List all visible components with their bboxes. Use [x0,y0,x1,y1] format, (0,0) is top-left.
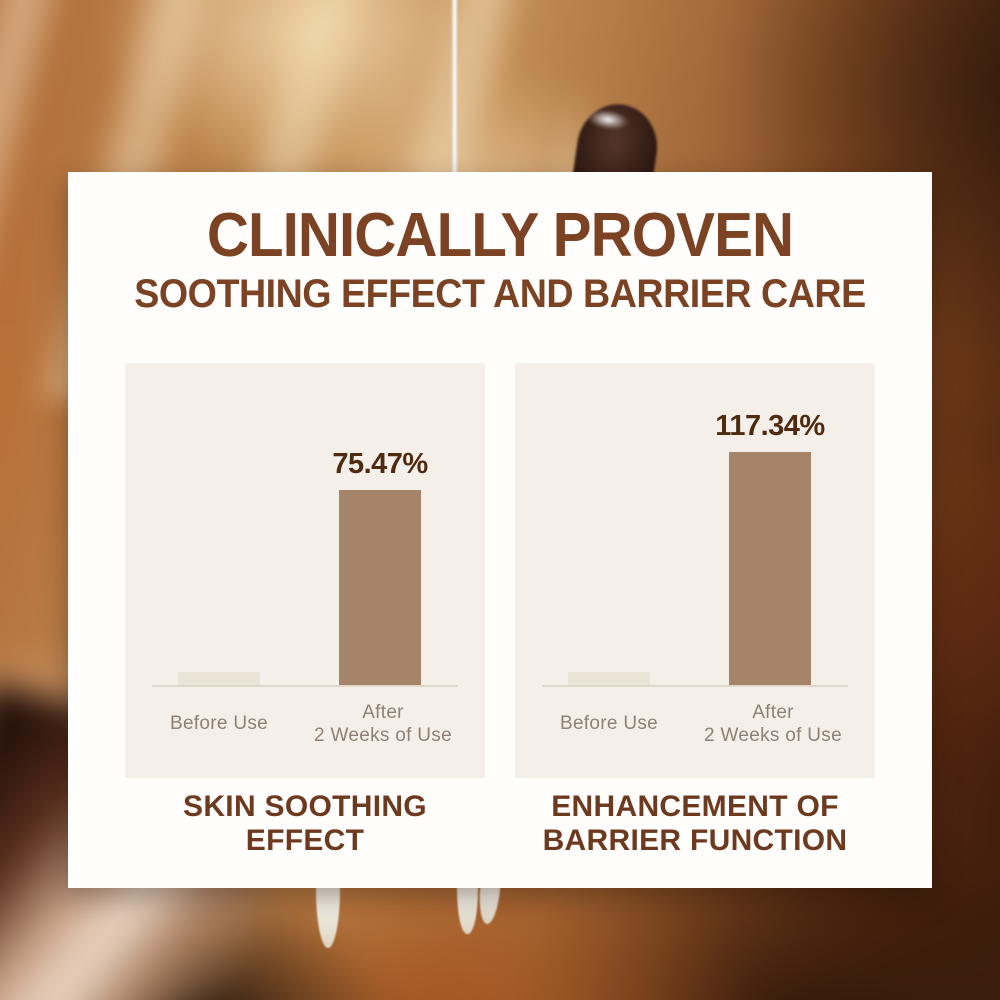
caption-line1: ENHANCEMENT OF [551,790,839,823]
category-label-after: After 2 Weeks of Use [281,697,485,751]
category-label-after: After 2 Weeks of Use [671,697,875,751]
chart-caption-barrier-function: ENHANCEMENT OF BARRIER FUNCTION [515,790,875,858]
chart-panel-skin-soothing: 75.47% Before Use After 2 Weeks of Use [125,363,485,778]
category-label-before: Before Use [169,713,269,735]
x-axis-line [152,685,458,687]
serum-stream [451,0,458,178]
page-subtitle: SOOTHING EFFECT AND BARRIER CARE [134,272,866,316]
bar-after [729,452,811,685]
value-label: 117.34% [715,410,825,442]
chart-caption-skin-soothing: SKIN SOOTHING EFFECT [125,790,485,858]
bar-before [178,672,260,685]
category-label-after-line1: After [752,701,794,723]
serum-drip [457,878,478,934]
x-axis-line [542,685,848,687]
caption-line1: SKIN SOOTHING [183,790,427,823]
category-label-after-line1: After [362,701,404,723]
category-label-before: Before Use [559,713,659,735]
chart-panel-barrier-function: 117.34% Before Use After 2 Weeks of Use [515,363,875,778]
caption-line2: EFFECT [245,824,365,858]
category-label-after-line2: 2 Weeks of Use [704,725,842,746]
value-label: 75.47% [332,448,428,480]
category-label-after-line2: 2 Weeks of Use [314,725,452,746]
caption-line2: BARRIER FUNCTION [542,824,848,858]
page-title: CLINICALLY PROVEN [206,201,794,270]
bar-after [339,490,421,685]
info-card: CLINICALLY PROVEN SOOTHING EFFECT AND BA… [68,172,932,888]
bar-before [568,672,650,685]
